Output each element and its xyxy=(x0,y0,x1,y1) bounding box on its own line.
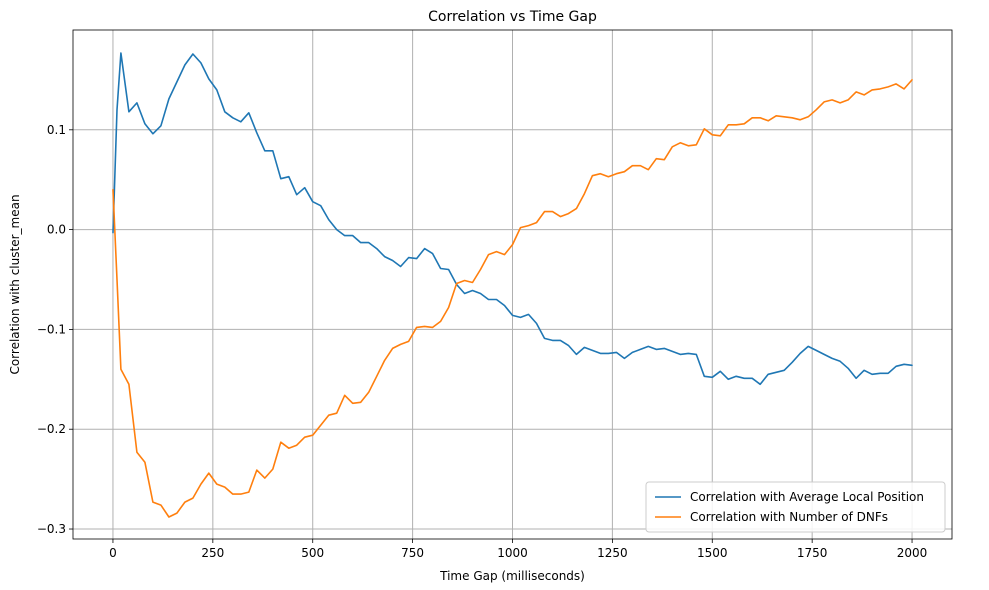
series-lines xyxy=(112,52,913,518)
x-tick-label: 750 xyxy=(401,546,424,560)
legend: Correlation with Average Local Position … xyxy=(645,481,946,533)
legend-label-number-of-dnfs: Correlation with Number of DNFs xyxy=(690,510,888,524)
chart-title: Correlation vs Time Gap xyxy=(428,9,597,25)
legend-frame xyxy=(645,481,946,533)
y-axis: −0.3 −0.2 −0.1 0.0 0.1 xyxy=(37,123,73,536)
series-line-1 xyxy=(112,79,913,518)
x-tick-label: 1500 xyxy=(697,546,728,560)
y-tick-label: −0.3 xyxy=(37,522,66,536)
y-tick-label: 0.0 xyxy=(47,223,66,237)
x-tick-label: 250 xyxy=(201,546,224,560)
x-tick-label: 500 xyxy=(301,546,324,560)
x-axis-label: Time Gap (milliseconds) xyxy=(439,569,585,583)
y-tick-label: −0.2 xyxy=(37,422,66,436)
x-tick-label: 2000 xyxy=(897,546,928,560)
y-tick-label: −0.1 xyxy=(37,322,66,336)
x-tick-label: 1000 xyxy=(497,546,528,560)
x-tick-label: 0 xyxy=(109,546,117,560)
y-axis-label: Correlation with cluster_mean xyxy=(8,194,22,374)
x-axis: 0 250 500 750 1000 1250 1500 1750 2000 xyxy=(109,539,927,560)
y-tick-label: 0.1 xyxy=(47,123,66,137)
x-tick-label: 1750 xyxy=(797,546,828,560)
legend-label-average-local-position: Correlation with Average Local Position xyxy=(690,490,924,504)
x-tick-label: 1250 xyxy=(597,546,628,560)
series-line-0 xyxy=(112,52,913,386)
